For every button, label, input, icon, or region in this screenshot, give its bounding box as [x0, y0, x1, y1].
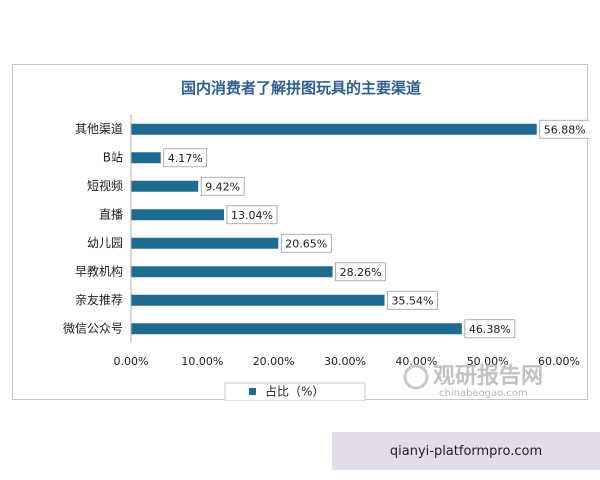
watermark: 观研报告网 chinabaogao.com [403, 364, 543, 399]
data-label: 28.26% [340, 266, 382, 279]
chart-frame: 国内消费者了解拼图玩具的主要渠道 其他渠道 56.88% B站 4.17% 短视频 9.4… [12, 64, 589, 401]
watermark-cn: 观研报告网 [433, 364, 543, 389]
data-label: 35.54% [392, 294, 434, 307]
legend: 占比（%） [224, 382, 366, 401]
x-tick-label: 60.00% [538, 355, 580, 368]
category-label: 直播 [99, 207, 123, 221]
legend-swatch [249, 388, 256, 395]
x-tick-label: 20.00% [253, 355, 295, 368]
data-label: 46.38% [469, 323, 511, 336]
category-label: 早教机构 [75, 263, 123, 278]
data-label-box [539, 119, 589, 139]
data-label-box [387, 290, 438, 310]
x-tick-label: 40.00% [395, 355, 437, 368]
x-tick-label: 10.00% [181, 355, 223, 368]
footer-banner: qianyi-platformpro.com [332, 432, 600, 470]
x-tick-label: 50.00% [467, 355, 509, 368]
x-tick-label: 0.00% [114, 355, 149, 368]
x-axis: 0.00% 10.00% 20.00% 30.00% 40.00% 50.00% 60.00… [114, 115, 580, 368]
footer-text: qianyi-platformpro.com [389, 443, 543, 459]
data-label-box [163, 148, 208, 168]
data-label: 56.88% [544, 123, 586, 136]
bar [131, 180, 199, 192]
data-label-box [200, 176, 245, 196]
bar [131, 266, 333, 278]
data-label: 20.65% [285, 237, 327, 250]
data-label-box [226, 205, 278, 225]
chart-title: 国内消费者了解拼图玩具的主要渠道 [181, 79, 421, 97]
bar [131, 323, 462, 335]
category-label: 微信公众号 [63, 321, 123, 335]
legend-label: 占比（%） [265, 384, 324, 399]
data-label: 13.04% [231, 209, 273, 222]
x-tick-label: 30.00% [324, 355, 366, 368]
legend-box [224, 382, 366, 401]
data-label-box [335, 262, 386, 282]
category-label: 短视频 [87, 178, 123, 193]
category-label: 亲友推荐 [75, 293, 123, 307]
chart-svg: 国内消费者了解拼图玩具的主要渠道 其他渠道 56.88% B站 4.17% 短视频 9.4… [63, 79, 589, 401]
bar [131, 123, 537, 135]
watermark-logo-icon [403, 364, 429, 390]
bars-group: 其他渠道 56.88% B站 4.17% 短视频 9.42% 直播 13.04% 幼儿园 20.6… [63, 119, 589, 339]
bar [131, 152, 161, 164]
bar [131, 294, 385, 306]
category-label: 幼儿园 [87, 236, 123, 250]
data-label-box [280, 233, 332, 253]
category-label: B站 [103, 150, 123, 164]
bar [131, 237, 279, 249]
watermark-en: chinabaogao.com [439, 388, 528, 399]
data-label-box [464, 319, 516, 339]
data-label: 9.42% [205, 180, 240, 193]
bar [131, 209, 225, 221]
data-label: 4.17% [168, 152, 203, 165]
category-label: 其他渠道 [75, 122, 123, 136]
